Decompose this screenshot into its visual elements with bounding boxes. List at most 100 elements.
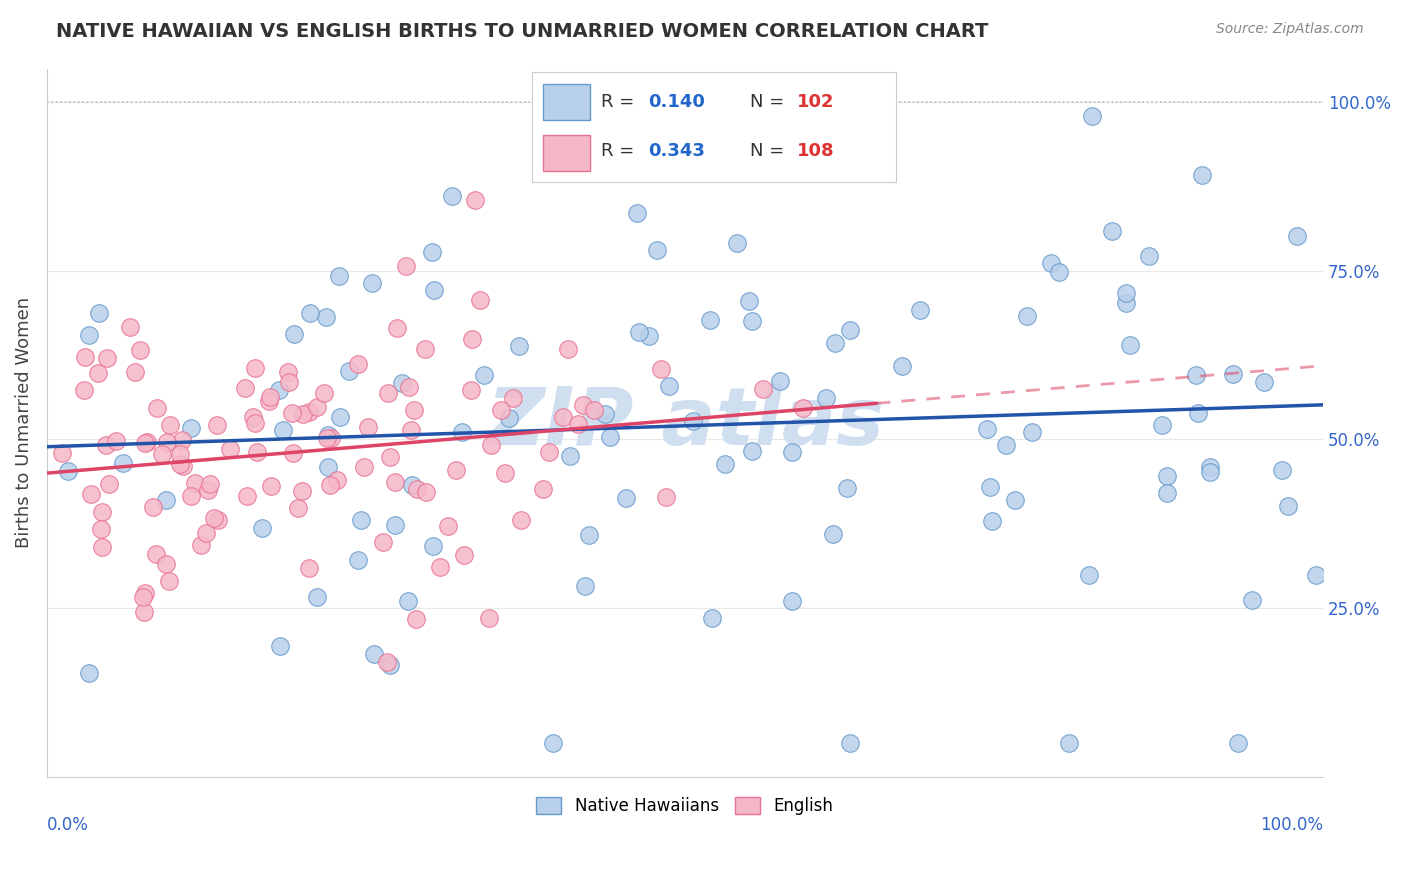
Point [626, 206, 648, 220]
Point [86, 366, 108, 380]
Point [396, 594, 419, 608]
Point [250, 521, 273, 535]
Point [682, 414, 704, 428]
Point [1199, 460, 1222, 475]
Point [315, 310, 337, 324]
Point [415, 485, 437, 500]
Point [981, 515, 1004, 529]
Point [79, 486, 101, 500]
Point [1101, 224, 1123, 238]
Point [243, 416, 266, 430]
Point [321, 431, 343, 445]
Point [316, 460, 339, 475]
Point [89, 522, 111, 536]
Point [233, 381, 256, 395]
Point [287, 500, 309, 515]
Point [489, 403, 512, 417]
Text: Source: ZipAtlas.com: Source: ZipAtlas.com [1216, 22, 1364, 37]
Point [277, 375, 299, 389]
Point [283, 445, 305, 459]
Point [713, 458, 735, 472]
Point [560, 450, 582, 464]
Point [111, 456, 134, 470]
Point [305, 401, 328, 415]
Point [498, 411, 520, 425]
Point [236, 489, 259, 503]
Point [283, 327, 305, 342]
Point [1047, 264, 1070, 278]
Point [91, 541, 114, 555]
Point [1277, 500, 1299, 514]
Point [326, 473, 349, 487]
Point [1004, 492, 1026, 507]
Point [440, 189, 463, 203]
Point [1015, 309, 1038, 323]
Point [1271, 463, 1294, 477]
Point [699, 313, 721, 327]
Point [551, 410, 574, 425]
Point [159, 418, 181, 433]
Point [752, 382, 775, 396]
Point [190, 538, 212, 552]
Point [329, 410, 352, 425]
Point [1286, 228, 1309, 243]
Point [1226, 736, 1249, 750]
Point [502, 392, 524, 406]
Point [384, 475, 406, 489]
Point [157, 574, 180, 589]
Point [200, 477, 222, 491]
Point [792, 401, 814, 415]
Point [1119, 338, 1142, 352]
Point [574, 579, 596, 593]
Point [838, 736, 860, 750]
Point [58, 464, 80, 478]
Point [571, 398, 593, 412]
Point [305, 590, 328, 604]
Point [277, 365, 299, 379]
Point [1253, 375, 1275, 389]
Point [315, 431, 337, 445]
Point [291, 484, 314, 499]
Point [98, 476, 121, 491]
Point [298, 404, 321, 418]
Point [541, 736, 564, 750]
Point [142, 500, 165, 515]
Point [184, 475, 207, 490]
Point [180, 421, 202, 435]
Point [132, 605, 155, 619]
Point [398, 379, 420, 393]
Point [259, 390, 281, 404]
Point [132, 590, 155, 604]
Point [769, 374, 792, 388]
Point [508, 339, 530, 353]
Point [824, 336, 846, 351]
Legend: Native Hawaiians, English: Native Hawaiians, English [530, 790, 841, 822]
Point [404, 403, 426, 417]
Point [347, 553, 370, 567]
Text: 0.0%: 0.0% [46, 815, 89, 833]
Point [628, 325, 651, 339]
Point [702, 611, 724, 625]
Point [269, 639, 291, 653]
Text: ZIP atlas: ZIP atlas [486, 384, 884, 461]
Point [1156, 469, 1178, 483]
Point [557, 343, 579, 357]
Point [146, 401, 169, 415]
Point [599, 430, 621, 444]
Point [205, 417, 228, 432]
Point [155, 492, 177, 507]
Point [420, 245, 443, 260]
Point [401, 477, 423, 491]
Point [472, 368, 495, 382]
Point [169, 457, 191, 471]
Point [316, 427, 339, 442]
Point [195, 526, 218, 541]
Point [582, 403, 605, 417]
Point [645, 243, 668, 257]
Point [207, 513, 229, 527]
Point [337, 364, 360, 378]
Point [446, 463, 468, 477]
Point [51, 446, 73, 460]
Point [697, 109, 720, 123]
Point [104, 434, 127, 449]
